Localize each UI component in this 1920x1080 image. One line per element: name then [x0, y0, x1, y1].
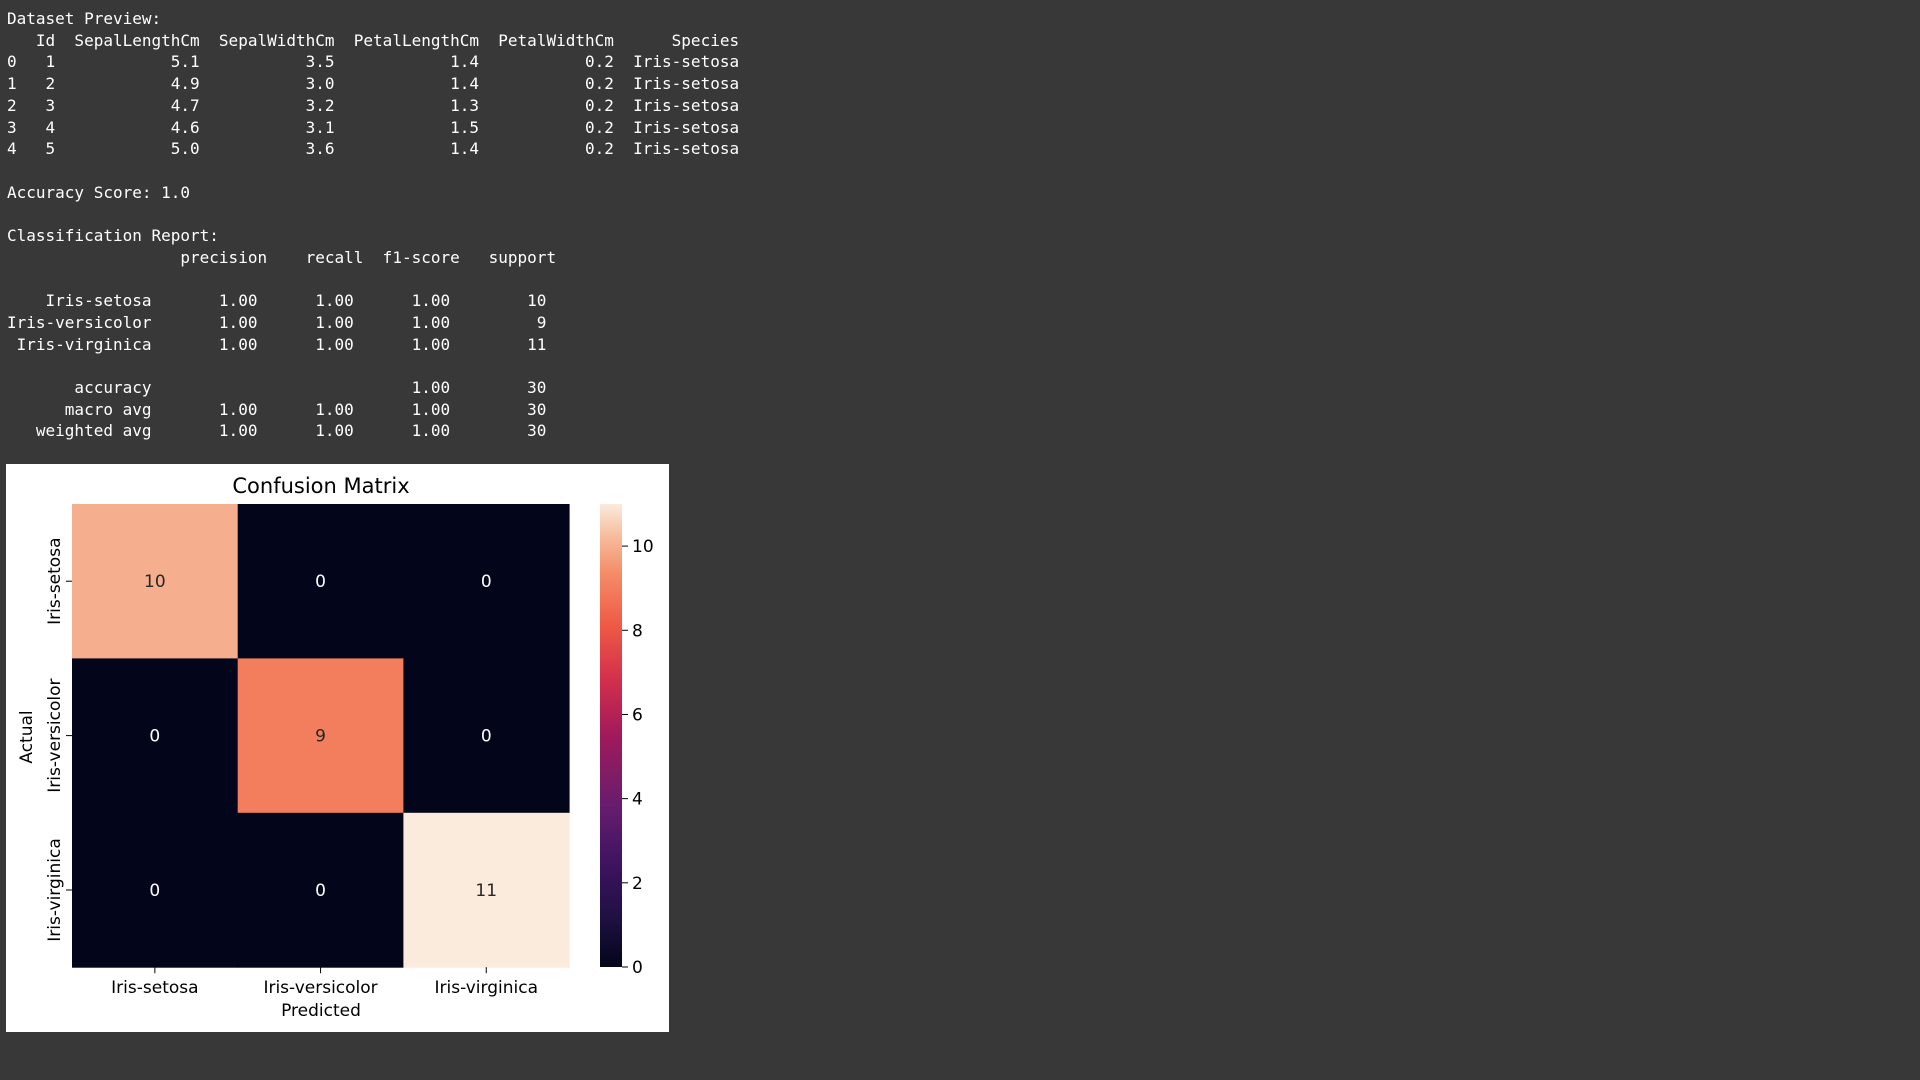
console-line: Iris-setosa 1.00 1.00 1.00 10 — [7, 291, 547, 311]
cell-value-label: 0 — [149, 881, 160, 901]
console-line: Iris-versicolor 1.00 1.00 1.00 9 — [7, 312, 547, 332]
heatmap-cell — [72, 504, 239, 659]
heatmap-cell — [403, 812, 570, 968]
console-line: Iris-virginica 1.00 1.00 1.00 11 — [7, 334, 547, 354]
console-line — [7, 355, 739, 377]
console-line: precision recall f1-score support — [7, 247, 557, 267]
colorbar-tick-label: 8 — [632, 621, 643, 641]
console-line: macro avg 1.00 1.00 1.00 30 — [7, 399, 547, 419]
x-tick-label: Iris-virginica — [434, 978, 538, 998]
console-line: Id SepalLengthCm SepalWidthCm PetalLengt… — [7, 30, 740, 50]
x-axis-label: Predicted — [281, 1001, 361, 1021]
cell-value-label: 9 — [315, 727, 326, 747]
x-tick-label: Iris-setosa — [111, 978, 198, 998]
heatmap-cell — [237, 812, 404, 968]
y-tick-label: Iris-setosa — [45, 538, 65, 625]
console-line: accuracy 1.00 30 — [7, 377, 547, 397]
cell-value-label: 0 — [149, 727, 160, 747]
console-line — [7, 268, 739, 290]
cell-value-label: 0 — [481, 572, 492, 592]
colorbar-tick-label: 6 — [632, 705, 643, 725]
console-line — [7, 203, 739, 225]
heatmap-cell — [237, 658, 404, 814]
console-line — [7, 160, 739, 182]
console-line: Accuracy Score: 1.0 — [7, 182, 191, 202]
confusion-matrix-chart: Confusion Matrix 10 0 0 0 9 0 0 0 11 Iris-setosa… — [17, 474, 654, 1021]
colorbar — [600, 504, 622, 967]
console-line: weighted avg 1.00 1.00 1.00 30 — [7, 421, 547, 441]
y-axis-label: Actual — [17, 710, 37, 763]
heatmap-cell — [403, 504, 570, 659]
console-line: 2 3 4.7 3.2 1.3 0.2 Iris-setosa — [7, 95, 740, 115]
heatmap-cell — [237, 504, 404, 659]
colorbar-tick-label: 0 — [632, 958, 643, 978]
y-tick-label: Iris-versicolor — [45, 678, 65, 792]
colorbar-tick-label: 2 — [632, 874, 643, 894]
y-tick-label: Iris-virginica — [45, 838, 65, 942]
console-line: 1 2 4.9 3.0 1.4 0.2 Iris-setosa — [7, 74, 740, 94]
console-line: Classification Report: — [7, 226, 219, 245]
console-line: Dataset Preview: — [7, 9, 162, 28]
confusion-matrix-figure: Confusion Matrix 10 0 0 0 9 0 0 0 11 Iris-setosa… — [6, 464, 669, 1032]
heatmap-cell — [403, 658, 570, 814]
heatmap-cell — [72, 812, 239, 968]
colorbar-tick-label: 10 — [632, 537, 654, 557]
console-output: Dataset Preview: Id SepalLengthCm SepalW… — [7, 8, 739, 442]
console-line: 4 5 5.0 3.6 1.4 0.2 Iris-setosa — [7, 139, 740, 159]
x-tick-label: Iris-versicolor — [263, 978, 377, 998]
cell-value-label: 11 — [475, 881, 497, 901]
chart-title: Confusion Matrix — [232, 474, 409, 498]
cell-value-label: 0 — [315, 881, 326, 901]
heatmap-cell — [72, 658, 239, 814]
console-line: 0 1 5.1 3.5 1.4 0.2 Iris-setosa — [7, 52, 740, 72]
colorbar-tick-label: 4 — [632, 790, 643, 810]
cell-value-label: 10 — [144, 572, 166, 592]
console-line: 3 4 4.6 3.1 1.5 0.2 Iris-setosa — [7, 117, 740, 137]
cell-value-label: 0 — [481, 727, 492, 747]
cell-value-label: 0 — [315, 572, 326, 592]
